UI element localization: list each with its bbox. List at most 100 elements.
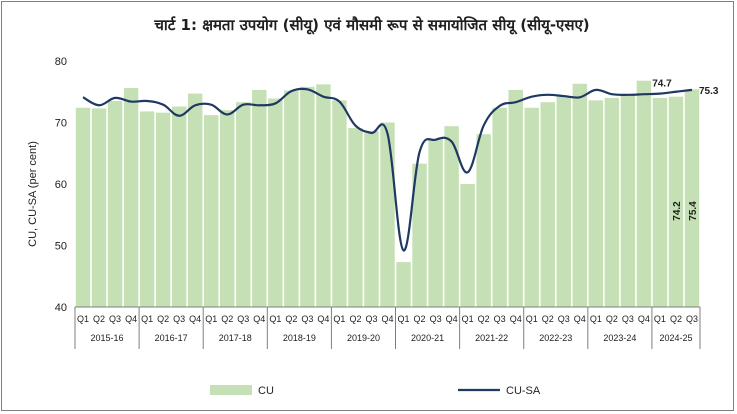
cu-bar: [412, 163, 427, 307]
x-quarter-label: Q3: [301, 314, 313, 324]
cu-bar: [268, 98, 283, 307]
y-tick-label: 40: [55, 302, 67, 314]
x-year-label: 2024-25: [659, 333, 692, 343]
x-quarter-label: Q2: [349, 314, 361, 324]
cu-bar: [236, 102, 251, 307]
x-year-label: 2022-23: [539, 333, 572, 343]
cu-bar: [396, 262, 411, 307]
cu-bar: [139, 111, 155, 308]
x-year-label: 2019-20: [347, 333, 380, 343]
x-quarter-label: Q4: [510, 314, 522, 324]
x-quarter-label: Q3: [494, 314, 506, 324]
x-year-label: 2016-17: [155, 333, 188, 343]
cu-bar: [668, 96, 684, 307]
x-quarter-label: Q1: [398, 314, 410, 324]
cu-bar: [155, 112, 171, 307]
x-year-label: 2018-19: [283, 333, 316, 343]
x-quarter-label: Q3: [430, 314, 442, 324]
x-quarter-label: Q1: [654, 314, 666, 324]
cu-bar: [300, 86, 315, 307]
cu-bar: [556, 96, 571, 308]
legend-label: CU: [258, 385, 274, 397]
y-axis-title: CU, CU-SA (per cent): [27, 141, 39, 247]
cu-bar: [220, 110, 235, 307]
cu-bar: [332, 100, 347, 307]
cu-sa-line: [82, 87, 693, 252]
x-quarter-label: Q4: [381, 314, 393, 324]
cu-bar: [107, 100, 123, 307]
x-quarter-label: Q1: [141, 314, 153, 324]
cu-bar: [572, 83, 588, 307]
cu-bar: [187, 93, 203, 307]
x-quarter-label: Q2: [606, 314, 618, 324]
chart-title: चार्ट 1: क्षमता उपयोग (सीयू) एवं मौसमी र…: [153, 16, 589, 35]
cu-sa-series-line: [82, 87, 693, 252]
cu-bar: [636, 80, 652, 308]
x-quarter-label: Q4: [574, 314, 586, 324]
cu-bars: [75, 80, 700, 308]
legend-label: CU-SA: [506, 385, 541, 397]
cu-bar: [75, 107, 91, 308]
cu-bar: [444, 126, 459, 307]
x-quarter-label: Q2: [414, 314, 426, 324]
y-axis: 40 50 60 70 80: [55, 56, 67, 314]
data-labels: 74.7 75.3 74.2 75.4: [652, 79, 719, 221]
cu-data-label: 75.4: [688, 201, 699, 221]
cu-bar: [316, 84, 331, 308]
cu-sa-data-label: 75.3: [699, 86, 719, 97]
cu-bar: [604, 97, 620, 308]
cu-bar: [364, 131, 379, 307]
x-quarter-label: Q3: [686, 314, 698, 324]
x-year-label: 2023-24: [603, 333, 636, 343]
x-quarter-label: Q3: [237, 314, 249, 324]
x-quarter-label: Q1: [590, 314, 602, 324]
x-quarter-label: Q1: [462, 314, 474, 324]
cu-bar: [652, 97, 668, 308]
y-tick-label: 60: [55, 179, 67, 191]
x-quarter-label: Q4: [125, 314, 137, 324]
cu-bar: [380, 122, 395, 307]
x-quarter-label: Q1: [269, 314, 281, 324]
cu-sa-data-label: 74.7: [652, 79, 672, 90]
x-year-label: 2017-18: [219, 333, 252, 343]
x-quarter-label: Q2: [157, 314, 169, 324]
x-axis: Q1 Q2 Q3 Q4 Q1 Q2 Q3 Q4 Q1 Q2 Q3 Q4 Q1 Q2 Q3 Q4 Q1 Q2 Q3 Q4…: [74, 306, 701, 349]
cu-bar: [588, 100, 604, 307]
x-quarter-label: Q2: [93, 314, 105, 324]
cu-bar: [204, 115, 219, 308]
cu-bar: [91, 108, 107, 307]
x-year-label: 2020-21: [411, 333, 444, 343]
x-quarter-label: Q1: [526, 314, 538, 324]
x-quarter-label: Q1: [333, 314, 345, 324]
x-quarter-label: Q2: [285, 314, 297, 324]
x-quarter-label: Q3: [109, 314, 121, 324]
x-year-label: 2021-22: [475, 333, 508, 343]
x-quarter-label: Q3: [558, 314, 570, 324]
cu-bar: [123, 88, 139, 307]
x-year-label: 2015-16: [91, 333, 124, 343]
x-quarter-label: Q4: [638, 314, 650, 324]
x-quarter-label: Q3: [173, 314, 185, 324]
x-quarter-label: Q3: [622, 314, 634, 324]
x-quarter-label: Q4: [317, 314, 329, 324]
x-quarter-label: Q4: [446, 314, 458, 324]
cu-data-label: 74.2: [672, 201, 683, 221]
legend: CU CU-SA: [210, 385, 541, 397]
x-quarter-label: Q2: [670, 314, 682, 324]
x-quarter-label: Q4: [253, 314, 265, 324]
cu-bar: [252, 89, 267, 307]
x-quarter-label: Q3: [365, 314, 377, 324]
cu-bar: [476, 134, 491, 307]
x-quarter-label: Q2: [542, 314, 554, 324]
cu-bar: [508, 89, 523, 307]
cu-bar: [348, 128, 363, 307]
cu-bar: [171, 106, 187, 307]
x-quarter-label: Q1: [77, 314, 89, 324]
legend-cu-swatch: [210, 385, 252, 395]
cu-bar: [428, 139, 443, 307]
y-tick-label: 50: [55, 241, 67, 253]
y-tick-label: 70: [55, 118, 67, 130]
cu-bar: [524, 107, 539, 308]
cu-bar: [492, 107, 507, 308]
